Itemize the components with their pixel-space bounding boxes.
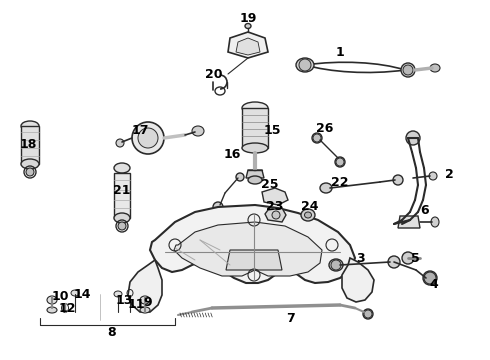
Polygon shape (262, 188, 288, 205)
Text: 13: 13 (115, 293, 133, 306)
Ellipse shape (242, 102, 268, 114)
Ellipse shape (47, 296, 57, 304)
Ellipse shape (116, 139, 124, 147)
Polygon shape (342, 258, 374, 302)
Text: 20: 20 (205, 68, 223, 81)
Ellipse shape (248, 176, 262, 184)
Circle shape (299, 59, 311, 71)
Ellipse shape (213, 202, 223, 212)
Text: 26: 26 (317, 122, 334, 135)
Bar (21, 126, 39, 164)
Polygon shape (128, 260, 162, 312)
Circle shape (118, 222, 126, 230)
Ellipse shape (242, 143, 268, 153)
Ellipse shape (363, 309, 373, 319)
Text: 25: 25 (261, 179, 279, 192)
Text: 11: 11 (127, 298, 145, 311)
Text: 6: 6 (421, 203, 429, 216)
Ellipse shape (431, 217, 439, 227)
Circle shape (132, 122, 164, 154)
Bar (114, 173, 130, 218)
Ellipse shape (304, 212, 312, 218)
Text: 22: 22 (331, 176, 349, 189)
Polygon shape (398, 216, 420, 228)
Polygon shape (228, 32, 268, 58)
Ellipse shape (312, 133, 322, 143)
Ellipse shape (335, 157, 345, 167)
Text: 19: 19 (239, 12, 257, 24)
Circle shape (406, 131, 420, 145)
Ellipse shape (401, 63, 415, 77)
Ellipse shape (114, 291, 122, 297)
Text: 12: 12 (58, 302, 76, 315)
Ellipse shape (393, 175, 403, 185)
Text: 17: 17 (131, 123, 149, 136)
Ellipse shape (71, 290, 79, 296)
Ellipse shape (430, 64, 440, 72)
Text: 21: 21 (113, 184, 131, 197)
Circle shape (331, 260, 341, 270)
Ellipse shape (21, 121, 39, 131)
Polygon shape (242, 108, 268, 148)
Text: 4: 4 (430, 278, 439, 291)
Text: 16: 16 (223, 148, 241, 162)
Ellipse shape (114, 163, 130, 173)
Circle shape (313, 134, 321, 142)
Circle shape (336, 158, 344, 166)
Ellipse shape (192, 126, 204, 136)
Text: 5: 5 (411, 252, 419, 265)
Polygon shape (226, 250, 282, 270)
Circle shape (424, 272, 436, 284)
Text: 7: 7 (286, 311, 294, 324)
Circle shape (403, 65, 413, 75)
Polygon shape (265, 208, 286, 222)
Ellipse shape (388, 256, 400, 268)
Polygon shape (150, 205, 355, 283)
Text: 15: 15 (263, 123, 281, 136)
Text: 1: 1 (336, 45, 344, 58)
Ellipse shape (140, 296, 150, 304)
Text: 18: 18 (19, 139, 37, 152)
Ellipse shape (245, 23, 251, 28)
Ellipse shape (301, 209, 315, 221)
Ellipse shape (236, 173, 244, 181)
Text: 10: 10 (51, 289, 69, 302)
Text: 2: 2 (444, 168, 453, 181)
Circle shape (138, 128, 158, 148)
Ellipse shape (423, 271, 437, 285)
Circle shape (26, 168, 34, 176)
Text: 14: 14 (73, 288, 91, 302)
Text: 3: 3 (356, 252, 364, 265)
Text: 24: 24 (301, 201, 319, 213)
Polygon shape (174, 222, 322, 276)
Ellipse shape (329, 259, 343, 271)
Ellipse shape (429, 172, 437, 180)
Ellipse shape (402, 252, 414, 264)
Ellipse shape (140, 307, 150, 313)
Ellipse shape (47, 307, 57, 313)
Polygon shape (236, 38, 260, 55)
Text: 8: 8 (108, 325, 116, 338)
Ellipse shape (320, 183, 332, 193)
Ellipse shape (114, 213, 130, 223)
Ellipse shape (296, 58, 314, 72)
Ellipse shape (272, 211, 280, 219)
Circle shape (364, 310, 372, 318)
Ellipse shape (21, 159, 39, 169)
Polygon shape (246, 170, 264, 178)
Text: 23: 23 (266, 201, 284, 213)
Text: 9: 9 (144, 296, 152, 309)
